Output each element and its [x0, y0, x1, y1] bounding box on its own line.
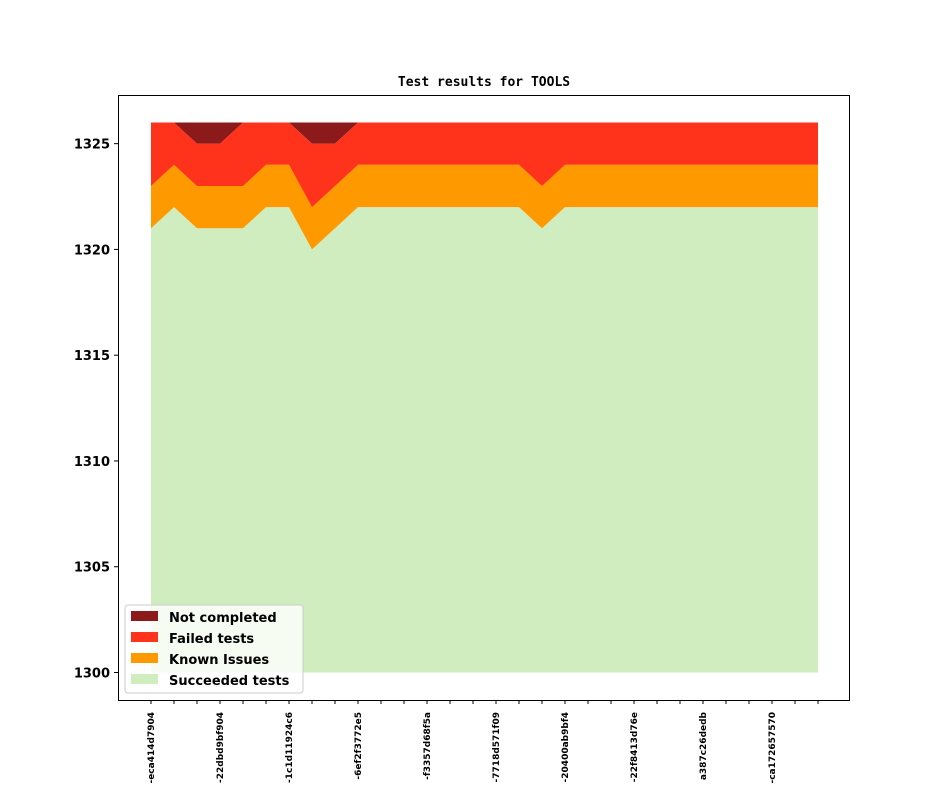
y-tick-label: 1315 — [74, 349, 110, 364]
legend-label: Failed tests — [169, 632, 254, 647]
x-tick-label: -6ef2f3772e5 — [354, 712, 364, 780]
x-tick-label: -7718d571f09 — [492, 712, 502, 782]
x-tick-label: -22f8413d76e — [630, 712, 640, 782]
y-tick-label: 1310 — [74, 455, 110, 470]
x-tick-label: -ca172657570 — [768, 712, 778, 784]
legend-label: Not completed — [169, 611, 277, 626]
legend: Not completed Failed tests Known Issues Suc… — [124, 604, 304, 694]
legend-swatch — [131, 611, 158, 621]
y-tick-label: 1305 — [74, 561, 110, 576]
legend-swatch — [131, 632, 158, 642]
chart-title: Test results for TOOLS — [398, 75, 570, 90]
legend-label: Succeeded tests — [169, 674, 290, 689]
legend-label: Known Issues — [169, 653, 269, 668]
x-tick-label: -f3357d68f5a — [423, 712, 433, 780]
area-not-completed — [151, 122, 818, 144]
legend-box — [124, 604, 304, 694]
x-tick-label: -20400ab9bf4 — [561, 712, 571, 782]
y-tick-label: 1320 — [74, 243, 110, 258]
x-tick-label: -22dbd9bf904 — [216, 712, 226, 783]
y-tick-label: 1325 — [74, 138, 110, 153]
area-succeeded-tests — [151, 207, 818, 673]
area-known-issues — [151, 164, 818, 250]
legend-swatch — [131, 653, 158, 663]
x-tick-label: -1c1d11924c6 — [285, 712, 295, 783]
y-tick-label: 1300 — [74, 667, 110, 682]
legend-swatch — [131, 674, 158, 684]
plot-frame — [118, 95, 850, 701]
x-tick-label: -eca414d7904 — [147, 712, 157, 784]
x-tick-label: a387c26dedb — [699, 711, 709, 780]
